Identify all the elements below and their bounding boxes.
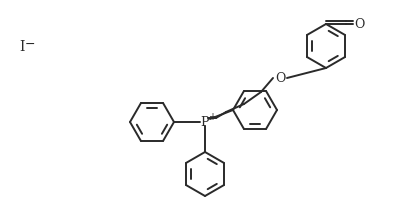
Text: O: O: [275, 71, 285, 85]
Text: I: I: [19, 40, 25, 54]
Text: −: −: [25, 38, 35, 50]
Text: P: P: [201, 115, 209, 129]
Text: O: O: [354, 18, 364, 30]
Text: +: +: [208, 112, 216, 122]
